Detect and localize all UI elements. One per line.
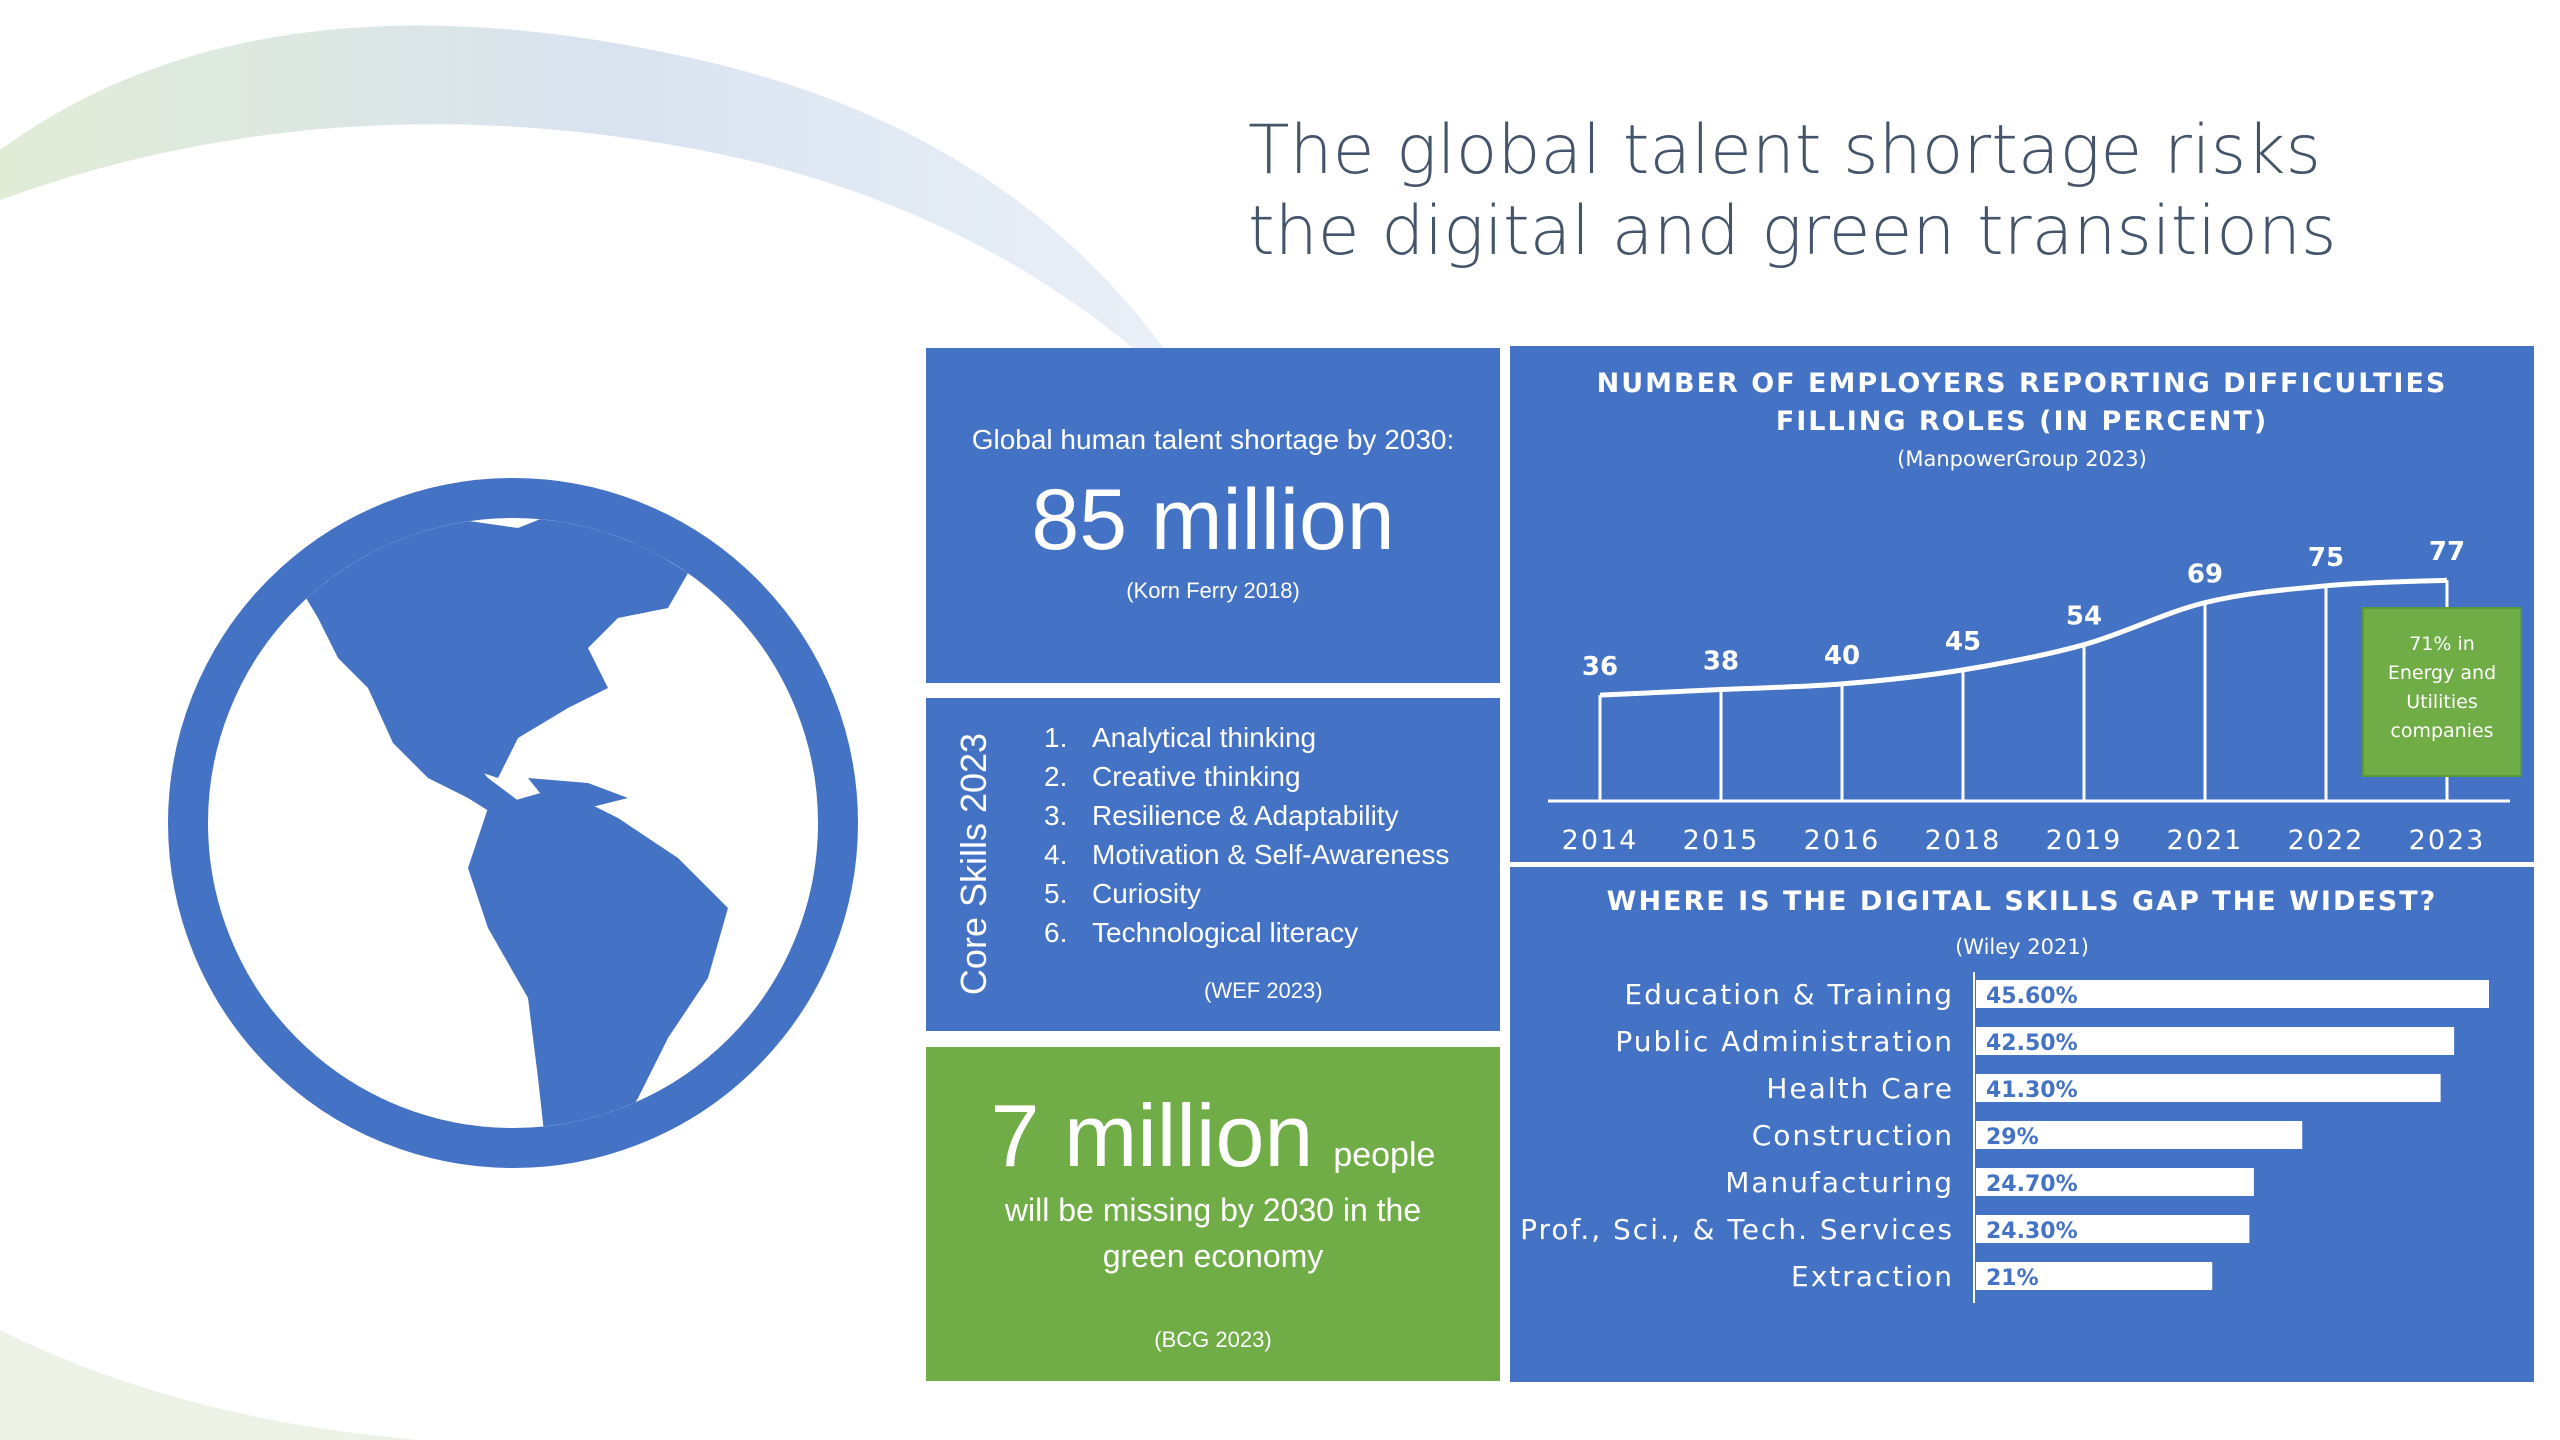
page-title: The global talent shortage risks the dig… <box>1248 110 2336 272</box>
line-chart-x-tick-label: 2015 <box>1683 825 1760 856</box>
bar-chart-category-label: Extraction <box>1791 1260 1954 1293</box>
line-chart-x-tick-label: 2014 <box>1562 825 1639 856</box>
line-chart-data-label: 77 <box>2429 537 2465 567</box>
bar-chart-bar <box>1976 1215 2250 1243</box>
bar-chart-category-label: Construction <box>1752 1119 1954 1152</box>
line-chart-annotation: 71% in Energy and Utilities companies <box>2362 607 2522 777</box>
core-skills-title: Core Skills 2023 <box>953 732 994 996</box>
employers-difficulty-line-chart: NUMBER OF EMPLOYERS REPORTING DIFFICULTI… <box>1548 368 2522 856</box>
core-skills-panel: Core Skills 2023 1. Analytical thinking 2… <box>926 698 1500 1031</box>
skill-item: 1. Analytical thinking <box>1044 722 1317 753</box>
bar-chart-category-label: Education & Training <box>1624 978 1954 1011</box>
bar-chart-bar <box>1976 1027 2455 1055</box>
bar-chart-bar <box>1976 1121 2303 1149</box>
core-skills-list: 1. Analytical thinking 2. Creative thinkin… <box>1044 718 1449 952</box>
talent-shortage-source: (Korn Ferry 2018) <box>1126 578 1300 603</box>
annotation-text-line: 71% in <box>2409 633 2475 655</box>
bar-chart-value-label: 29% <box>1986 1125 2039 1150</box>
talent-shortage-value: 85 million <box>1031 472 1395 568</box>
talent-shortage-panel: Global human talent shortage by 2030: 85… <box>926 348 1500 683</box>
green-economy-description: will be missing by 2030 in the green eco… <box>1004 1192 1422 1274</box>
line-chart-title: FILLING ROLES (IN PERCENT) <box>1776 406 2268 437</box>
line-chart-data-label: 36 <box>1582 652 1618 682</box>
bar-chart-value-label: 24.70% <box>1986 1172 2078 1197</box>
line-chart-data-label: 75 <box>2308 543 2344 573</box>
core-skills-source: (WEF 2023) <box>1204 978 1323 1003</box>
line-chart-data-label: 40 <box>1824 641 1860 671</box>
globe-icon <box>168 478 858 1168</box>
skill-item: 4. Motivation & Self-Awareness <box>1044 839 1450 870</box>
bar-chart-subtitle: (Wiley 2021) <box>1955 935 2089 959</box>
bar-chart-value-label: 41.30% <box>1986 1078 2078 1103</box>
annotation-text-line: Energy and <box>2388 662 2496 684</box>
bar-chart-category-label: Manufacturing <box>1725 1166 1954 1199</box>
line-chart-series-line <box>1599 577 2448 698</box>
skill-item: 5. Curiosity <box>1044 878 1201 909</box>
line-chart-data-label: 38 <box>1703 647 1739 677</box>
bar-chart-category-label: Public Administration <box>1615 1025 1954 1058</box>
charts-panel: NUMBER OF EMPLOYERS REPORTING DIFFICULTI… <box>1510 346 2534 1382</box>
bar-chart-value-label: 42.50% <box>1986 1031 2078 1056</box>
bar-chart-value-label: 24.30% <box>1986 1219 2078 1244</box>
bar-chart-category-label: Prof., Sci., & Tech. Services <box>1520 1213 1954 1246</box>
green-economy-value: 7 million <box>990 1086 1314 1185</box>
annotation-box <box>2362 607 2522 777</box>
bar-chart-title: WHERE IS THE DIGITAL SKILLS GAP THE WIDE… <box>1607 886 2438 917</box>
line-chart-subtitle: (ManpowerGroup 2023) <box>1897 447 2147 471</box>
skill-item: 3. Resilience & Adaptability <box>1044 800 1399 831</box>
digital-skills-gap-bar-chart: WHERE IS THE DIGITAL SKILLS GAP THE WIDE… <box>1520 886 2489 1303</box>
line-chart-x-tick-label: 2022 <box>2288 825 2365 856</box>
green-economy-unit: people <box>1333 1136 1436 1174</box>
line-chart-x-tick-label: 2018 <box>1925 825 2002 856</box>
bar-chart-bar <box>1976 1074 2441 1102</box>
line-chart-data-label: 69 <box>2187 560 2223 590</box>
line-chart-x-tick-label: 2016 <box>1804 825 1881 856</box>
bar-chart-category-label: Health Care <box>1766 1072 1954 1105</box>
talent-shortage-label: Global human talent shortage by 2030: <box>971 424 1455 455</box>
bar-chart-value-label: 45.60% <box>1986 984 2078 1009</box>
title-line-2: the digital and green transitions <box>1248 192 2337 271</box>
bar-chart-bar <box>1976 1168 2254 1196</box>
skill-item: 6. Technological literacy <box>1044 917 1359 948</box>
bar-chart-bar <box>1976 1262 2213 1290</box>
bar-chart-value-label: 21% <box>1986 1266 2039 1291</box>
skill-item: 2. Creative thinking <box>1044 761 1301 792</box>
chart-divider <box>1510 862 2534 867</box>
green-economy-source: (BCG 2023) <box>1154 1327 1272 1352</box>
green-economy-headline: 7 million people <box>926 1085 1500 1187</box>
bar-chart-bar <box>1976 980 2489 1008</box>
line-chart-data-label: 45 <box>1945 627 1981 657</box>
annotation-text-line: companies <box>2390 720 2493 742</box>
line-chart-data-label: 54 <box>2066 602 2102 632</box>
line-chart-x-tick-label: 2019 <box>2046 825 2123 856</box>
annotation-text-line: Utilities <box>2406 691 2478 713</box>
title-line-1: The global talent shortage risks <box>1248 111 2321 190</box>
line-chart-title: NUMBER OF EMPLOYERS REPORTING DIFFICULTI… <box>1597 368 2448 399</box>
line-chart-x-tick-label: 2021 <box>2167 825 2244 856</box>
line-chart-x-tick-label: 2023 <box>2409 825 2486 856</box>
green-economy-panel: 7 million people will be missing by 2030 … <box>926 1047 1500 1381</box>
